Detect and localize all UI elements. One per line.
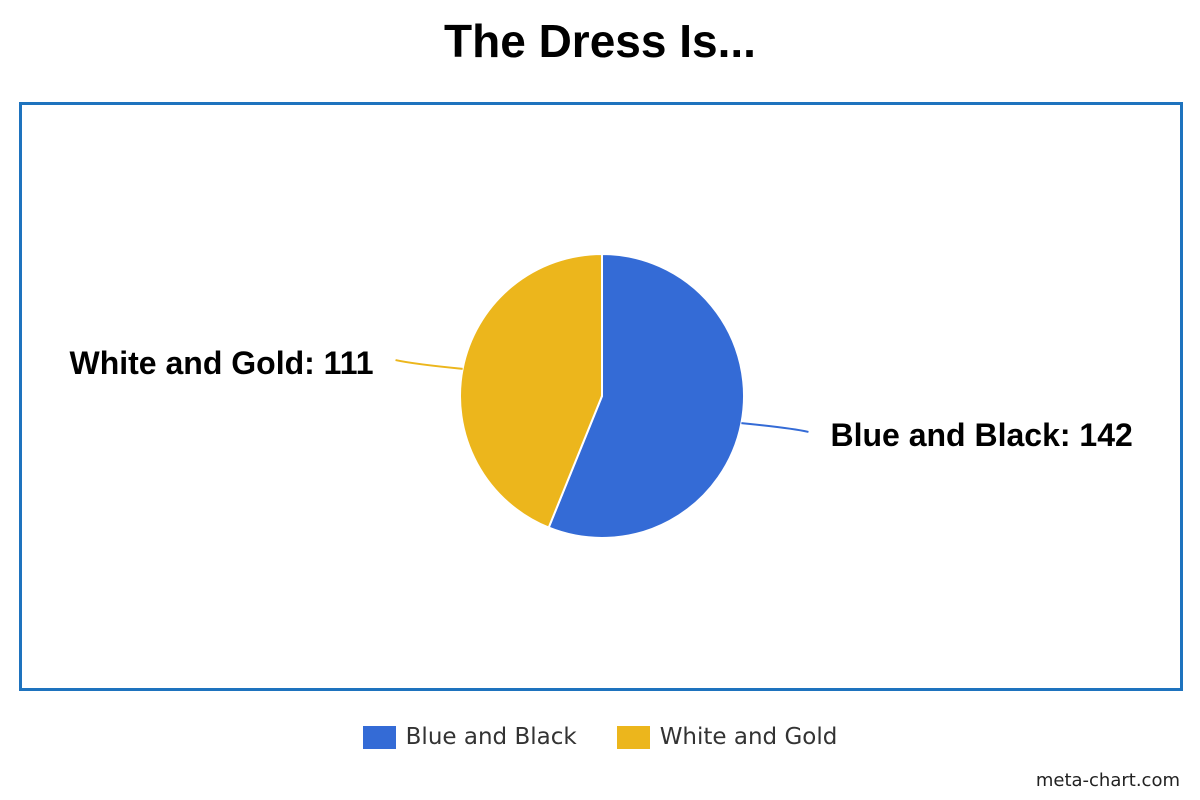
legend-swatch: [616, 725, 650, 749]
leader-line-blue-and-black: [741, 422, 809, 433]
legend-swatch: [362, 725, 396, 749]
credit-text: meta-chart.com: [1035, 770, 1180, 791]
legend-item-white-and-gold: White and Gold: [616, 724, 838, 750]
leader-line-white-and-gold: [395, 359, 463, 370]
plot-area: [19, 102, 1183, 691]
slice-label-blue-and-black: Blue and Black: 142: [830, 417, 1132, 453]
legend-item-blue-and-black: Blue and Black: [362, 724, 577, 750]
slice-label-white-and-gold: White and Gold: 111: [69, 345, 373, 381]
pie-slice-blue-and-black: [547, 252, 745, 539]
chart-title: The Dress Is...: [444, 15, 756, 67]
legend-label: Blue and Black: [405, 724, 577, 750]
legend-label: White and Gold: [659, 724, 838, 750]
legend: Blue and Black White and Gold: [0, 724, 1200, 750]
